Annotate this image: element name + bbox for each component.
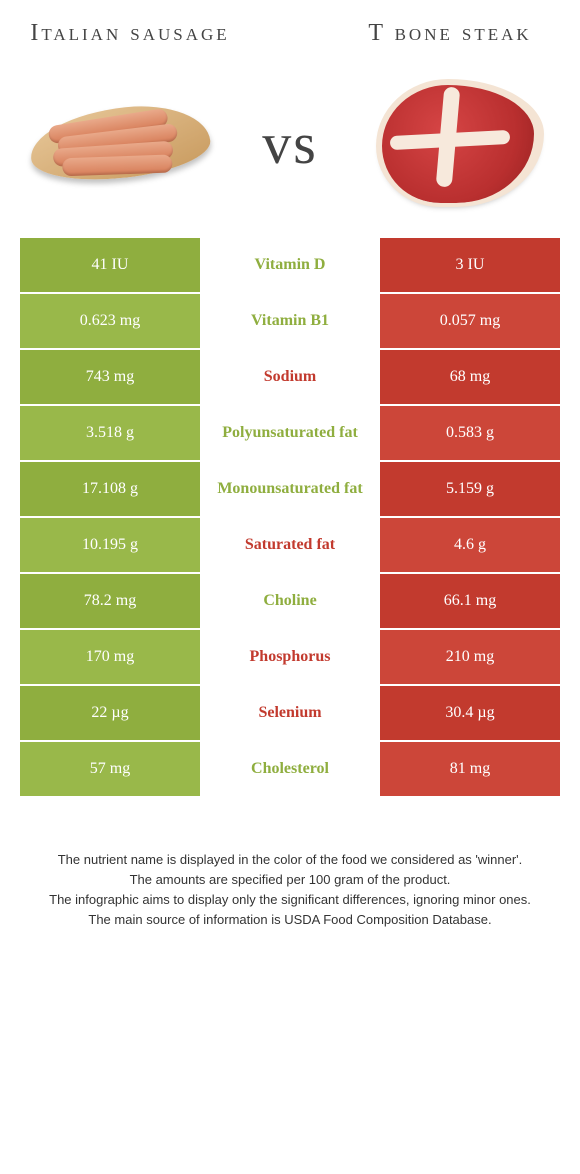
table-row: 57 mgCholesterol81 mg [20, 742, 560, 796]
nutrient-name: Monounsaturated fat [200, 462, 380, 516]
nutrient-name: Vitamin B1 [200, 294, 380, 348]
table-row: 17.108 gMonounsaturated fat5.159 g [20, 462, 560, 516]
table-row: 170 mgPhosphorus210 mg [20, 630, 560, 684]
right-value: 3 IU [380, 238, 560, 292]
left-value: 170 mg [20, 630, 200, 684]
nutrient-name: Selenium [200, 686, 380, 740]
table-row: 743 mgSodium68 mg [20, 350, 560, 404]
table-row: 41 IUVitamin D3 IU [20, 238, 560, 292]
right-value: 0.583 g [380, 406, 560, 460]
right-value: 66.1 mg [380, 574, 560, 628]
left-value: 10.195 g [20, 518, 200, 572]
left-value: 41 IU [20, 238, 200, 292]
left-value: 22 µg [20, 686, 200, 740]
vs-label: vs [262, 110, 318, 177]
header: Italian sausage T bone steak [0, 0, 580, 48]
left-value: 0.623 mg [20, 294, 200, 348]
images-row: vs [0, 48, 580, 238]
left-value: 743 mg [20, 350, 200, 404]
nutrient-name: Cholesterol [200, 742, 380, 796]
table-row: 0.623 mgVitamin B10.057 mg [20, 294, 560, 348]
right-value: 30.4 µg [380, 686, 560, 740]
nutrient-name: Choline [200, 574, 380, 628]
nutrient-name: Phosphorus [200, 630, 380, 684]
right-value: 68 mg [380, 350, 560, 404]
left-value: 57 mg [20, 742, 200, 796]
right-value: 0.057 mg [380, 294, 560, 348]
right-value: 210 mg [380, 630, 560, 684]
table-row: 3.518 gPolyunsaturated fat0.583 g [20, 406, 560, 460]
footer-line: The nutrient name is displayed in the co… [35, 850, 545, 870]
footer-line: The amounts are specified per 100 gram o… [35, 870, 545, 890]
table-row: 78.2 mgCholine66.1 mg [20, 574, 560, 628]
footer-line: The infographic aims to display only the… [35, 890, 545, 910]
footer-line: The main source of information is USDA F… [35, 910, 545, 930]
right-food-image [360, 73, 560, 213]
left-food-title: Italian sausage [30, 18, 230, 48]
footer-notes: The nutrient name is displayed in the co… [35, 850, 545, 931]
right-value: 81 mg [380, 742, 560, 796]
comparison-table: 41 IUVitamin D3 IU0.623 mgVitamin B10.05… [20, 238, 560, 796]
right-food-title: T bone steak [350, 18, 550, 48]
nutrient-name: Sodium [200, 350, 380, 404]
left-value: 3.518 g [20, 406, 200, 460]
nutrient-name: Polyunsaturated fat [200, 406, 380, 460]
nutrient-name: Vitamin D [200, 238, 380, 292]
table-row: 10.195 gSaturated fat4.6 g [20, 518, 560, 572]
left-food-image [20, 73, 220, 213]
left-value: 17.108 g [20, 462, 200, 516]
right-value: 4.6 g [380, 518, 560, 572]
right-value: 5.159 g [380, 462, 560, 516]
left-value: 78.2 mg [20, 574, 200, 628]
nutrient-name: Saturated fat [200, 518, 380, 572]
table-row: 22 µgSelenium30.4 µg [20, 686, 560, 740]
